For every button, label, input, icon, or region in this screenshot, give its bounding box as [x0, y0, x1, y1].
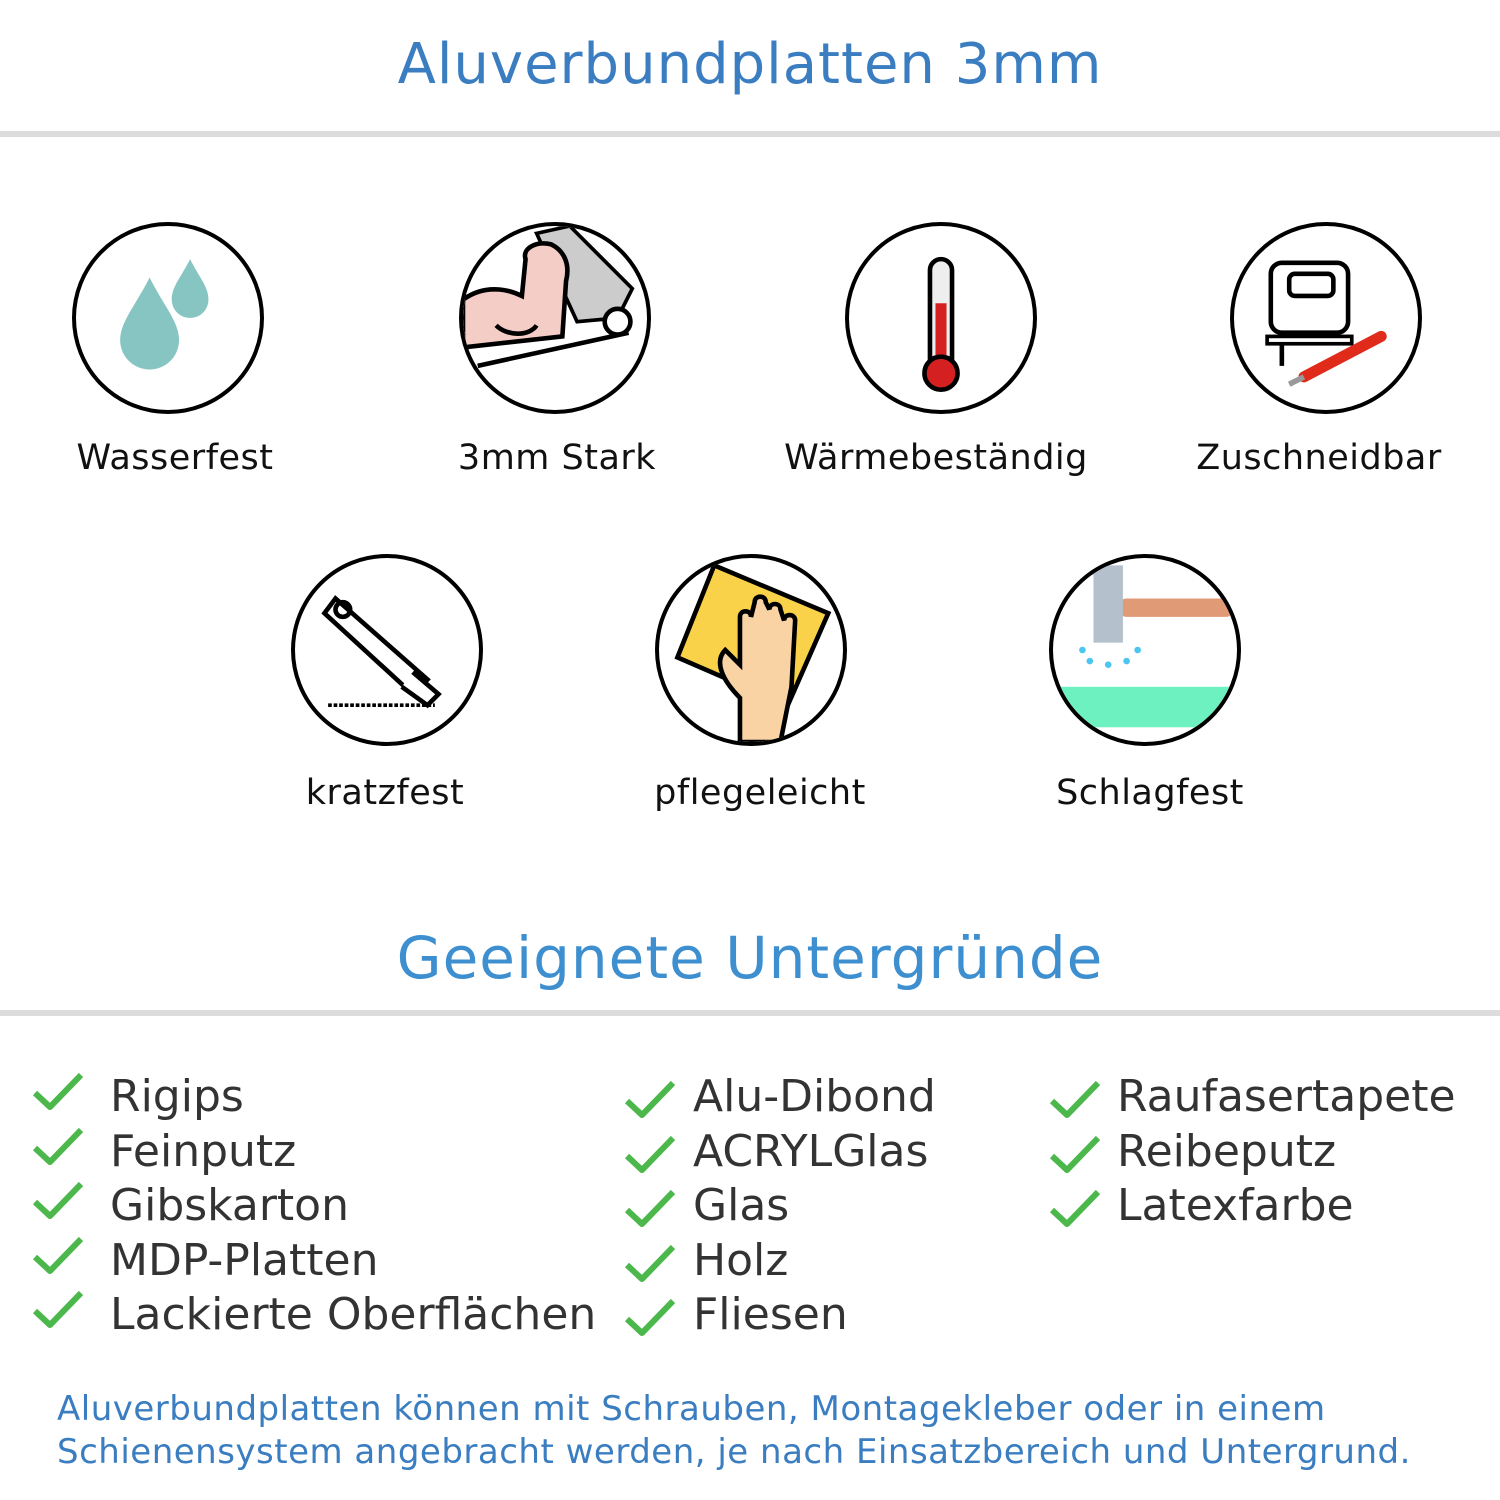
feature-label-schlagfest: Schlagfest	[1056, 773, 1244, 813]
checkmark-icon	[1049, 1134, 1101, 1176]
checkmark-icon	[624, 1079, 676, 1121]
page-title: Aluverbundplatten 3mm	[397, 32, 1103, 97]
hammer-icon	[1049, 554, 1241, 746]
checkmark-icon	[624, 1134, 676, 1176]
cleaning-hand-icon	[655, 554, 847, 746]
checkmark-icon	[32, 1126, 84, 1168]
feature-label-kratzfest: kratzfest	[305, 773, 465, 813]
water-drops-icon	[72, 222, 264, 414]
feature-label-wasserfest: Wasserfest	[76, 438, 274, 478]
surface-item: MDP-Platten	[110, 1234, 379, 1286]
checkmark-icon	[32, 1071, 84, 1113]
checkmark-icon	[624, 1297, 676, 1339]
divider	[0, 1010, 1500, 1016]
checkmark-icon	[32, 1235, 84, 1277]
surface-item: Lackierte Oberflächen	[110, 1289, 597, 1340]
surface-item: Feinputz	[110, 1125, 297, 1177]
surface-item: Gibskarton	[110, 1180, 349, 1231]
jigsaw-cutter-icon	[1230, 222, 1422, 414]
surface-item: Reibeputz	[1117, 1125, 1337, 1177]
divider	[0, 131, 1500, 137]
feature-label-3mm-stark: 3mm Stark	[457, 438, 657, 478]
surface-item: Fliesen	[693, 1289, 848, 1340]
checkmark-icon	[1049, 1079, 1101, 1121]
box-cutter-icon	[291, 554, 483, 746]
thermometer-icon	[845, 222, 1037, 414]
checkmark-icon	[1049, 1188, 1101, 1230]
footer-text-line-1: Aluverbundplatten können mit Schrauben, …	[57, 1389, 1326, 1429]
surface-item: Latexfarbe	[1117, 1180, 1354, 1231]
surface-item: Raufasertapete	[1117, 1071, 1456, 1122]
feature-label-pflegeleicht: pflegeleicht	[654, 773, 866, 813]
feature-label-zuschneidbar: Zuschneidbar	[1196, 438, 1442, 478]
surface-item: Rigips	[110, 1071, 244, 1122]
surface-item: ACRYLGlas	[693, 1125, 929, 1177]
feature-label-waermebestaendig: Wärmebeständig	[784, 438, 1088, 478]
flexed-arm-icon	[459, 222, 651, 414]
surfaces-title: Geeignete Untergründe	[396, 924, 1104, 992]
surface-item: Glas	[693, 1180, 790, 1231]
surface-item: Holz	[693, 1234, 789, 1286]
checkmark-icon	[624, 1243, 676, 1285]
footer-text-line-2: Schienensystem angebracht werden, je nac…	[57, 1432, 1411, 1472]
checkmark-icon	[624, 1188, 676, 1230]
surface-item: Alu-Dibond	[693, 1071, 936, 1122]
checkmark-icon	[32, 1180, 84, 1222]
checkmark-icon	[32, 1289, 84, 1331]
